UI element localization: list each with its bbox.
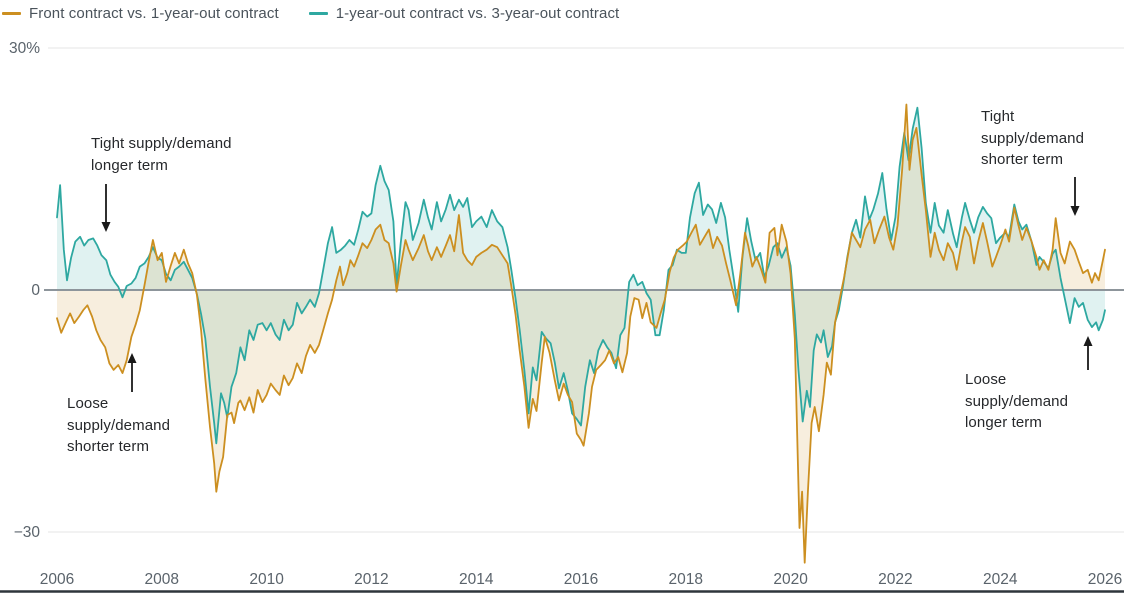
arrow-up-icon-loose-shorter bbox=[127, 353, 137, 363]
arrow-down-icon-tight-longer bbox=[101, 222, 111, 232]
x-tick-label-2006: 2006 bbox=[40, 571, 74, 588]
legend-item-front-contract: Front contract vs. 1-year-out contract bbox=[2, 5, 279, 22]
annotation-tight-supply-demand-longer-term: Tight supply/demand longer term bbox=[91, 135, 232, 174]
series-line-1 bbox=[56, 103, 1106, 564]
annotation-loose-supply-demand-longer-term: Loose supply/demand longer term bbox=[965, 371, 1069, 431]
legend-label-one-year-out: 1-year-out contract vs. 3-year-out contr… bbox=[335, 5, 620, 22]
annotation-loose-supply-demand-shorter-term: Loose supply/demand shorter term bbox=[67, 395, 171, 455]
legend-label-front-contract: Front contract vs. 1-year-out contract bbox=[29, 5, 279, 22]
x-tick-label-2020: 2020 bbox=[773, 571, 808, 588]
x-tick-label-2026: 2026 bbox=[1088, 571, 1122, 588]
front-contract-line-swatch-icon bbox=[2, 12, 21, 15]
x-tick-label-2014: 2014 bbox=[459, 571, 494, 588]
chart-legend: Front contract vs. 1-year-out contract 1… bbox=[2, 5, 619, 22]
x-tick-label-2008: 2008 bbox=[145, 571, 179, 588]
x-tick-label-2018: 2018 bbox=[669, 571, 703, 588]
series-area-1 bbox=[57, 104, 1105, 563]
arrow-up-icon-loose-longer bbox=[1083, 336, 1093, 346]
y-tick-label-30: 30% bbox=[9, 40, 40, 57]
x-tick-label-2010: 2010 bbox=[249, 571, 284, 588]
one-year-out-line-swatch-icon bbox=[308, 12, 328, 15]
series-line-0 bbox=[56, 106, 1106, 445]
legend-item-one-year-out: 1-year-out contract vs. 3-year-out contr… bbox=[308, 5, 620, 22]
series-area-0 bbox=[57, 107, 1105, 444]
y-tick-label--30: −30 bbox=[14, 524, 41, 541]
x-tick-label-2024: 2024 bbox=[983, 571, 1018, 588]
annotation-tight-supply-demand-shorter-term: Tight supply/demand shorter term bbox=[981, 108, 1085, 168]
x-tick-label-2016: 2016 bbox=[564, 571, 598, 588]
y-tick-label-0: 0 bbox=[31, 282, 40, 299]
x-tick-label-2022: 2022 bbox=[878, 571, 912, 588]
x-tick-label-2012: 2012 bbox=[354, 571, 388, 588]
arrow-down-icon-tight-shorter bbox=[1070, 206, 1080, 216]
